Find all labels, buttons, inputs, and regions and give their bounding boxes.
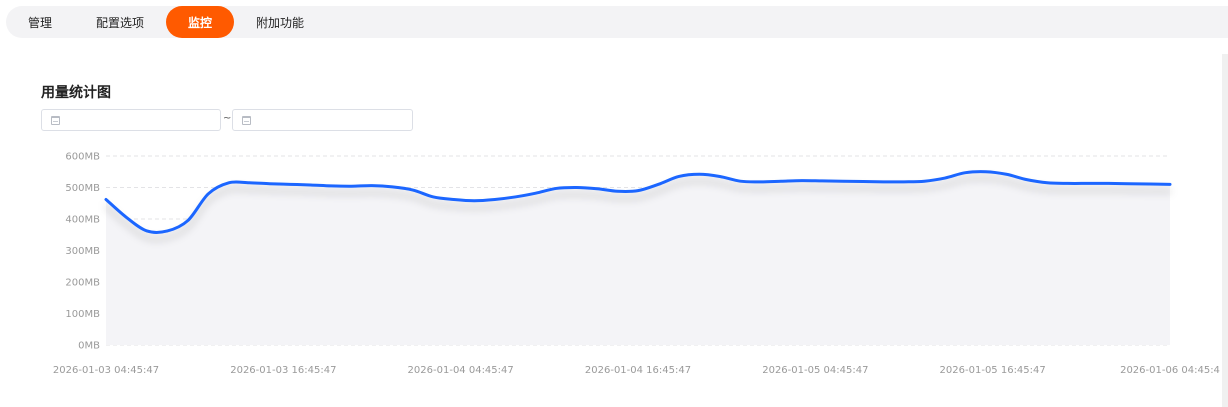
tab-monitor[interactable]: 监控 <box>166 6 235 38</box>
y-tick-label: 0MB <box>78 341 100 352</box>
x-tick-label: 2026-01-04 04:45:47 <box>408 365 514 376</box>
y-tick-label: 600MB <box>65 152 100 163</box>
tab-addons[interactable]: 附加功能 <box>256 15 305 30</box>
usage-line <box>104 170 1172 234</box>
area-layer <box>106 171 1170 345</box>
line-layer <box>104 170 1172 234</box>
y-tick-label: 100MB <box>65 309 100 320</box>
calendar-icon <box>51 116 60 125</box>
date-range-separator: ~ <box>223 113 232 124</box>
y-axis: 0MB 100MB 200MB 300MB 400MB 500MB 600MB <box>65 152 100 352</box>
y-tick-label: 400MB <box>65 215 100 226</box>
tab-config-options[interactable]: 配置选项 <box>96 15 145 30</box>
x-axis: 2026-01-03 04:45:47 2026-01-03 16:45:47 20… <box>53 365 1220 376</box>
tab-manage[interactable]: 管理 <box>28 15 53 30</box>
start-date-input[interactable] <box>41 109 221 131</box>
y-tick-label: 200MB <box>65 278 100 289</box>
x-tick-label: 2026-01-06 04:45:4 <box>1120 365 1220 376</box>
usage-area <box>106 171 1170 345</box>
usage-chart: 0MB 100MB 200MB 300MB 400MB 500MB 600MB 2026-0… <box>53 152 1220 377</box>
x-tick-label: 2026-01-04 16:45:47 <box>585 365 691 376</box>
y-tick-label: 300MB <box>65 246 100 257</box>
x-tick-label: 2026-01-03 16:45:47 <box>230 365 336 376</box>
x-tick-label: 2026-01-05 04:45:47 <box>762 365 868 376</box>
x-tick-label: 2026-01-03 04:45:47 <box>53 365 159 376</box>
section-title: 用量统计图 <box>41 85 111 101</box>
calendar-icon <box>242 116 251 125</box>
tab-bar: 管理 配置选项 监控 附加功能 <box>6 6 1228 38</box>
y-tick-label: 500MB <box>65 183 100 194</box>
x-tick-label: 2026-01-05 16:45:47 <box>940 365 1046 376</box>
end-date-input[interactable] <box>232 109 413 131</box>
scrollbar[interactable] <box>1222 54 1228 407</box>
